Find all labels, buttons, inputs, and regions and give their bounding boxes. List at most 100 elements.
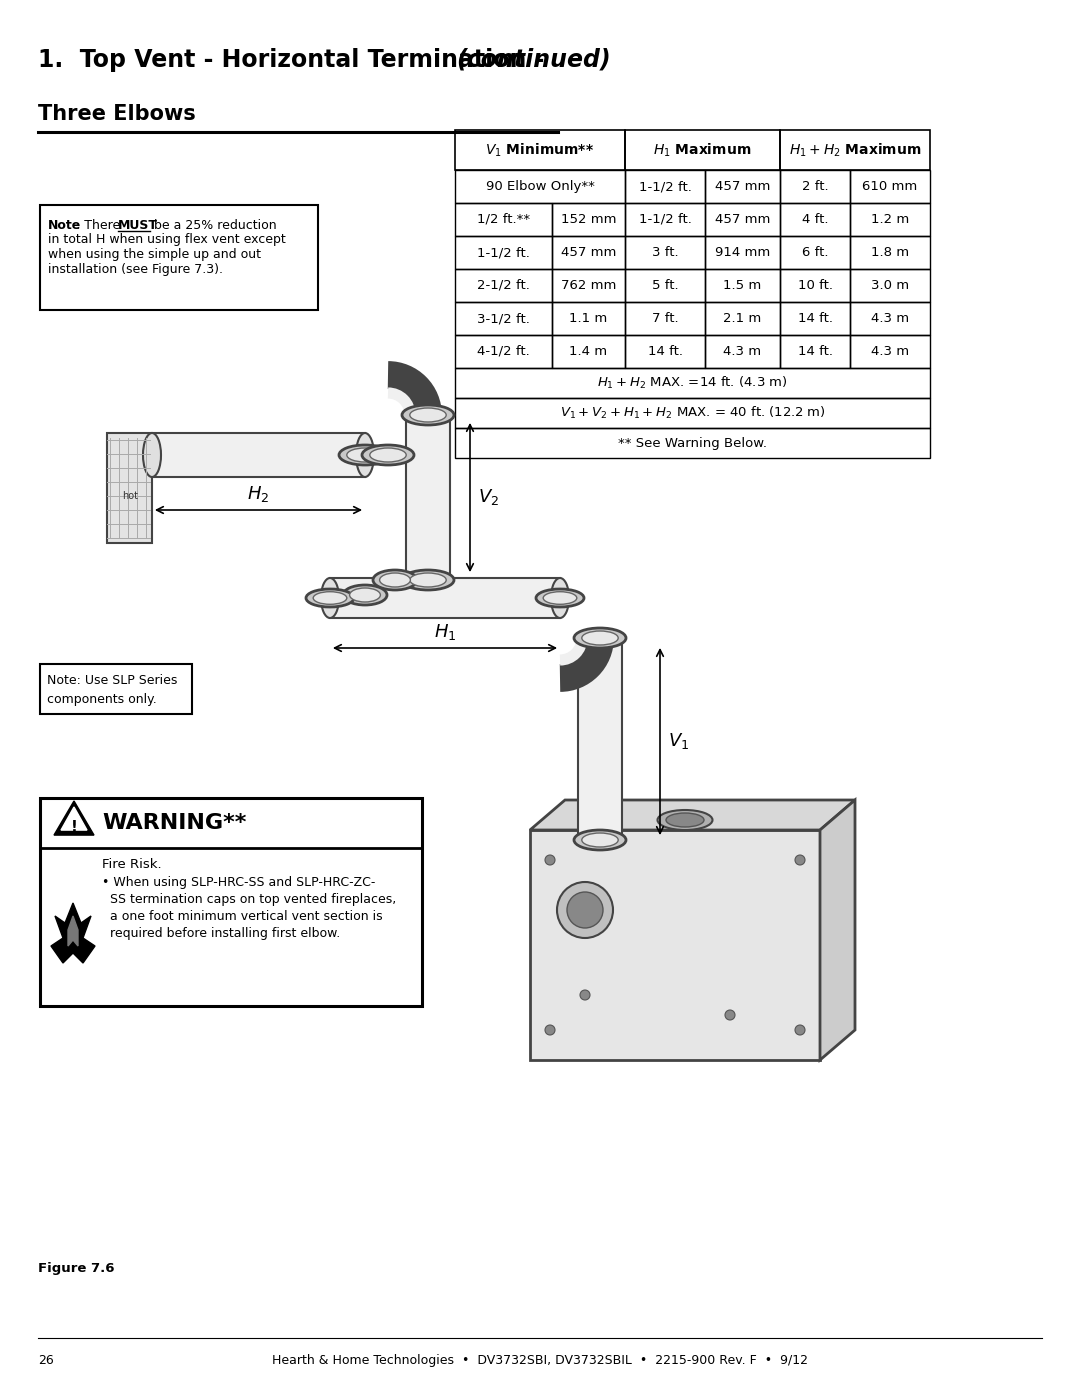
Circle shape xyxy=(545,1025,555,1035)
Ellipse shape xyxy=(573,830,626,851)
Bar xyxy=(780,171,850,203)
Bar xyxy=(530,830,820,1060)
Text: 1-1/2 ft.: 1-1/2 ft. xyxy=(477,246,530,259)
Text: Fire Risk.: Fire Risk. xyxy=(102,858,162,872)
Bar xyxy=(625,171,705,203)
Text: installation (see Figure 7.3).: installation (see Figure 7.3). xyxy=(48,263,222,276)
Bar xyxy=(625,130,780,171)
Bar xyxy=(850,236,930,269)
Bar xyxy=(850,269,930,302)
Bar xyxy=(406,416,450,581)
Text: 2-1/2 ft.: 2-1/2 ft. xyxy=(477,278,530,292)
Ellipse shape xyxy=(143,434,161,477)
Bar xyxy=(705,302,780,334)
Text: 4.3 m: 4.3 m xyxy=(870,346,909,358)
Bar xyxy=(850,203,930,236)
Text: 4.3 m: 4.3 m xyxy=(724,346,761,358)
Text: Note: Use SLP Series
components only.: Note: Use SLP Series components only. xyxy=(48,674,177,705)
Text: 4-1/2 ft.: 4-1/2 ft. xyxy=(477,346,530,358)
Ellipse shape xyxy=(339,445,391,464)
Polygon shape xyxy=(60,807,87,830)
Bar xyxy=(455,397,930,428)
Circle shape xyxy=(725,1010,735,1020)
Bar xyxy=(40,206,318,311)
Text: 762 mm: 762 mm xyxy=(561,278,617,292)
Text: MUST: MUST xyxy=(118,220,158,232)
Bar xyxy=(455,269,552,302)
Bar xyxy=(625,334,705,368)
Bar xyxy=(552,269,625,302)
Bar xyxy=(40,665,192,713)
Text: WARNING**: WARNING** xyxy=(102,813,246,832)
Circle shape xyxy=(580,990,590,1000)
Bar xyxy=(625,236,705,269)
Bar xyxy=(780,130,930,171)
Text: 3 ft.: 3 ft. xyxy=(651,246,678,259)
Circle shape xyxy=(557,881,613,937)
Polygon shape xyxy=(54,802,94,835)
Bar xyxy=(552,236,625,269)
Bar xyxy=(705,236,780,269)
Bar xyxy=(455,236,552,269)
Text: 26: 26 xyxy=(38,1354,54,1367)
Text: 3-1/2 ft.: 3-1/2 ft. xyxy=(477,312,530,325)
Ellipse shape xyxy=(406,410,450,420)
Bar xyxy=(455,428,930,457)
Text: 1.  Top Vent - Horizontal Termination -: 1. Top Vent - Horizontal Termination - xyxy=(38,48,553,71)
Text: $V_2$: $V_2$ xyxy=(478,487,499,506)
Ellipse shape xyxy=(406,575,450,585)
Text: Note: Note xyxy=(48,220,81,232)
Ellipse shape xyxy=(551,578,569,618)
Ellipse shape xyxy=(313,592,347,604)
Polygon shape xyxy=(51,902,95,963)
Text: 457 mm: 457 mm xyxy=(715,213,770,227)
Text: 4.3 m: 4.3 m xyxy=(870,312,909,325)
Text: when using the simple up and out: when using the simple up and out xyxy=(48,248,261,262)
Text: 10 ft.: 10 ft. xyxy=(797,278,833,292)
Text: 1.8 m: 1.8 m xyxy=(870,246,909,259)
Bar xyxy=(107,434,152,543)
Bar xyxy=(552,302,625,334)
Bar xyxy=(705,203,780,236)
Ellipse shape xyxy=(543,592,577,604)
Circle shape xyxy=(545,855,555,865)
Polygon shape xyxy=(530,800,855,830)
Ellipse shape xyxy=(573,628,626,648)
Bar xyxy=(455,368,930,397)
Ellipse shape xyxy=(321,578,339,618)
Bar xyxy=(850,334,930,368)
Text: 3.0 m: 3.0 m xyxy=(870,278,909,292)
Polygon shape xyxy=(820,800,855,1060)
Text: Figure 7.6: Figure 7.6 xyxy=(38,1262,114,1274)
Text: 914 mm: 914 mm xyxy=(715,246,770,259)
Text: 152 mm: 152 mm xyxy=(561,213,617,227)
Text: 457 mm: 457 mm xyxy=(715,180,770,193)
Ellipse shape xyxy=(582,832,618,846)
Text: 14 ft.: 14 ft. xyxy=(648,346,683,358)
Text: : There: : There xyxy=(76,220,124,232)
Text: hot: hot xyxy=(122,491,138,501)
Text: 90 Elbow Only**: 90 Elbow Only** xyxy=(486,180,594,193)
Text: $H_1 + H_2$ Maximum: $H_1 + H_2$ Maximum xyxy=(788,141,921,158)
Circle shape xyxy=(567,893,603,928)
Bar xyxy=(780,203,850,236)
Text: a one foot minimum vertical vent section is: a one foot minimum vertical vent section… xyxy=(102,909,382,923)
Text: 6 ft.: 6 ft. xyxy=(801,246,828,259)
Text: 4 ft.: 4 ft. xyxy=(801,213,828,227)
Bar xyxy=(330,578,561,618)
Ellipse shape xyxy=(402,569,454,590)
Ellipse shape xyxy=(578,835,622,845)
Polygon shape xyxy=(68,916,78,946)
Text: Hearth & Home Technologies  •  DV3732SBI, DV3732SBIL  •  2215-900 Rev. F  •  9/1: Hearth & Home Technologies • DV3732SBI, … xyxy=(272,1354,808,1367)
Text: 1.5 m: 1.5 m xyxy=(724,278,761,292)
Bar xyxy=(850,302,930,334)
Bar xyxy=(780,334,850,368)
Bar xyxy=(40,797,422,1006)
Ellipse shape xyxy=(356,434,374,477)
Bar xyxy=(625,269,705,302)
Text: 1.4 m: 1.4 m xyxy=(569,346,608,358)
Text: 1-1/2 ft.: 1-1/2 ft. xyxy=(638,213,691,227)
Text: 7 ft.: 7 ft. xyxy=(651,312,678,325)
Circle shape xyxy=(795,1025,805,1035)
Bar xyxy=(705,269,780,302)
